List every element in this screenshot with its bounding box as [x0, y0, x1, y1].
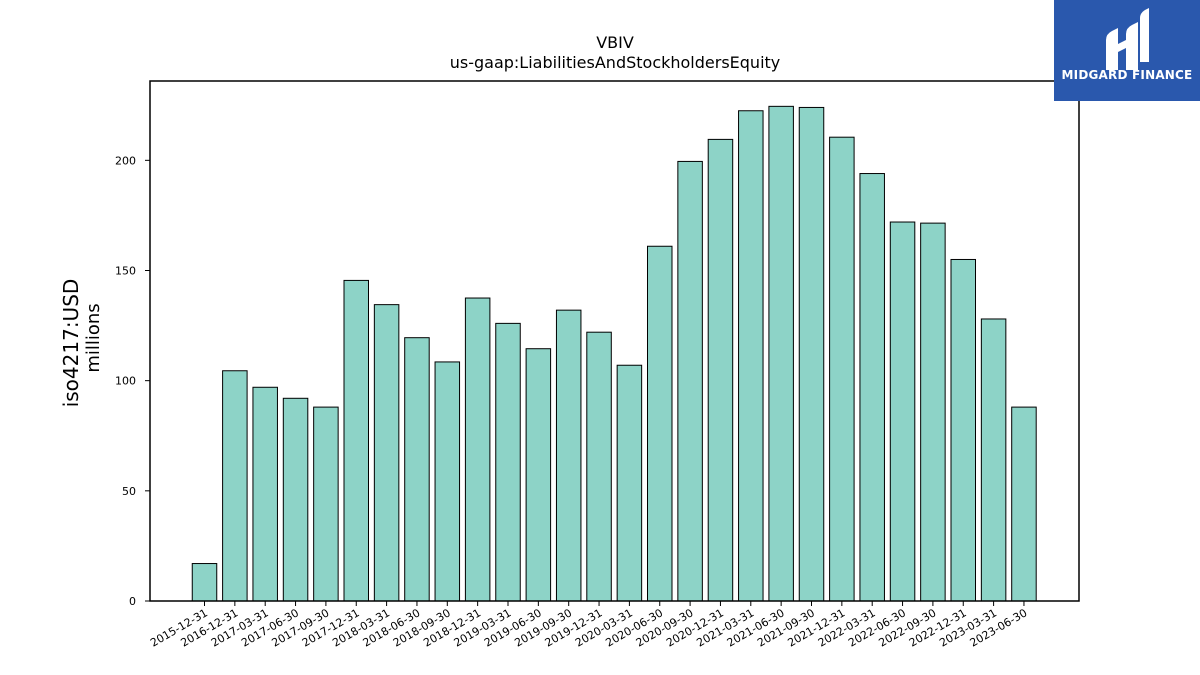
y-tick-label: 0 [129, 595, 136, 608]
bar-2019-06-30 [525, 348, 552, 602]
plot-frame [149, 80, 1080, 602]
bar-2021-12-31 [829, 136, 855, 602]
bars-group [191, 105, 1037, 602]
bar-2020-03-31 [616, 364, 643, 602]
x-ticks-group: 2015-12-312016-12-312017-03-312017-06-30… [148, 601, 1029, 650]
bar-2022-09-30 [920, 222, 946, 602]
bar-2022-03-31 [859, 173, 885, 602]
bar-2018-03-31 [373, 304, 400, 602]
bar-2017-03-31 [252, 386, 278, 602]
logo-mark-icon [1106, 8, 1149, 70]
bar-2019-03-31 [495, 322, 521, 602]
y-tick-label: 100 [115, 375, 136, 388]
bar-2019-12-31 [586, 331, 612, 602]
bar-2022-06-30 [889, 221, 916, 602]
y-ticks-group: 0 50 100 150 200 [115, 154, 150, 608]
midgard-finance-logo: MIDGARD FINANCE [1054, 0, 1200, 101]
bar-2018-12-31 [464, 297, 491, 602]
bar-2017-09-30 [313, 406, 339, 602]
bar-2020-12-31 [707, 138, 734, 602]
bar-2021-06-30 [768, 105, 794, 602]
logo-text: MIDGARD FINANCE [1061, 68, 1193, 82]
bar-2017-12-31 [343, 279, 369, 602]
y-axis-units: millions [83, 303, 104, 372]
bar-2021-09-30 [798, 106, 825, 602]
bar-2016-12-31 [222, 370, 248, 602]
bar-2018-06-30 [404, 337, 430, 602]
bar-2017-06-30 [282, 397, 309, 602]
y-tick-label: 150 [115, 264, 136, 277]
bar-2022-12-31 [950, 258, 976, 602]
bar-2021-03-31 [738, 110, 764, 602]
y-tick-label: 50 [122, 485, 136, 498]
chart-subtitle: us-gaap:LiabilitiesAndStockholdersEquity [450, 53, 781, 72]
bar-2018-09-30 [434, 361, 461, 602]
bar-2023-03-31 [980, 318, 1007, 602]
y-axis-label: iso4217:USD [59, 279, 83, 408]
chart-title: VBIV [596, 33, 634, 52]
bar-2015-12-31 [191, 563, 218, 602]
bar-2023-06-30 [1011, 406, 1037, 602]
bar-2019-09-30 [555, 309, 582, 602]
bar-2020-06-30 [647, 245, 673, 602]
y-tick-label: 200 [115, 154, 136, 167]
bar-2020-09-30 [677, 160, 703, 602]
